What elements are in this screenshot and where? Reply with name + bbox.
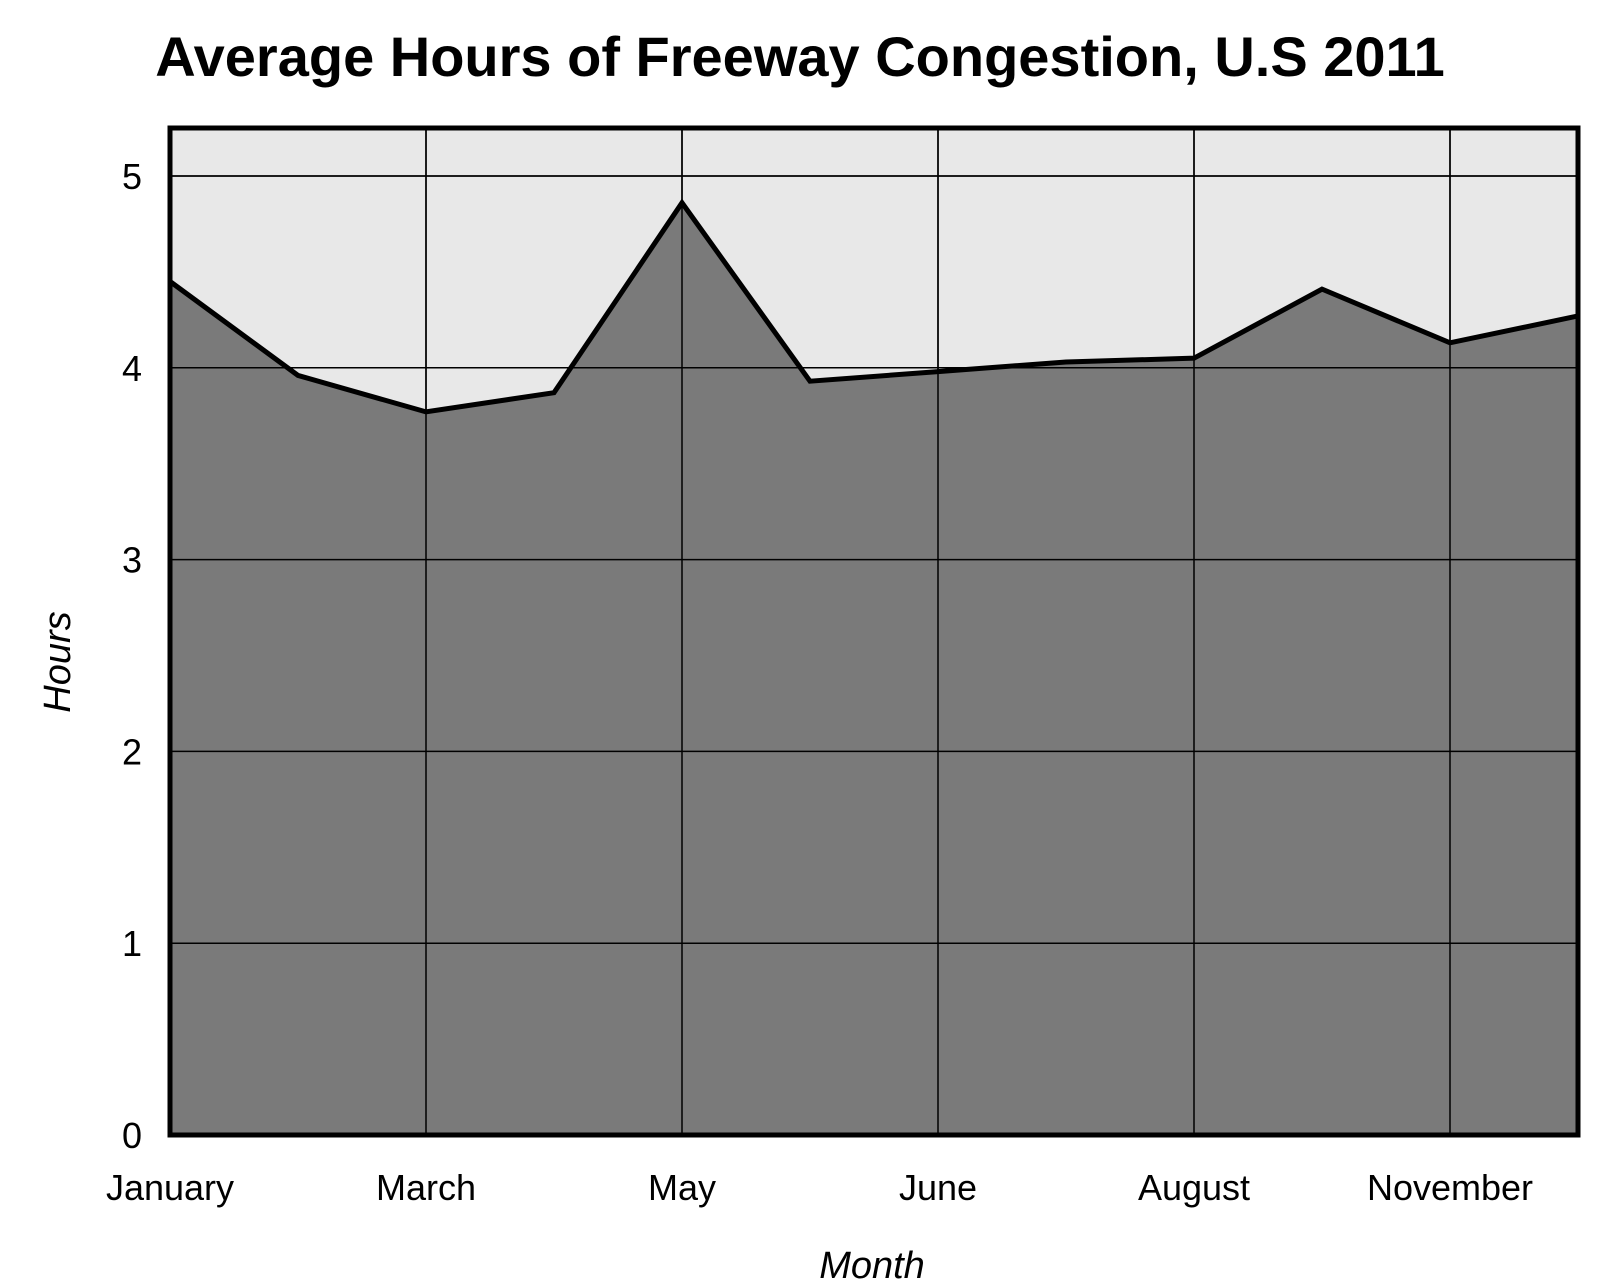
data-point (1449, 341, 1451, 344)
data-point (809, 380, 811, 383)
y-tick-label: 1 (122, 923, 142, 964)
area-fill (170, 202, 1578, 1135)
y-tick-label: 2 (122, 731, 142, 772)
x-tick-label: January (106, 1167, 234, 1208)
y-axis-label: Hours (37, 611, 79, 712)
chart-title: Average Hours of Freeway Congestion, U.S… (155, 25, 1444, 88)
series-line (168, 198, 1579, 415)
data-point (1193, 357, 1195, 360)
x-tick-label: May (648, 1167, 716, 1208)
data-point (425, 410, 427, 413)
data-point (1321, 288, 1323, 291)
data-point (553, 391, 555, 394)
x-tick-label: March (376, 1167, 476, 1208)
y-tick-label: 4 (122, 348, 142, 389)
x-tick-label: August (1138, 1167, 1250, 1208)
y-axis-ticks: 0 1 2 3 4 5 (122, 156, 142, 1156)
y-tick-label: 5 (122, 156, 142, 197)
y-tick-label: 3 (122, 540, 142, 581)
data-point (937, 370, 939, 373)
plot-frame (167, 125, 1581, 1138)
x-axis-label: Month (819, 1245, 925, 1282)
data-point (681, 201, 683, 204)
y-tick-label: 0 (122, 1115, 142, 1156)
x-tick-label: June (899, 1167, 977, 1208)
data-point (297, 374, 299, 377)
gridlines-overlay (170, 128, 1578, 1135)
data-point (1065, 361, 1067, 364)
x-axis-ticks: January March May June August November (106, 1167, 1533, 1208)
plot-area (167, 125, 1581, 1138)
x-tick-label: November (1367, 1167, 1533, 1208)
